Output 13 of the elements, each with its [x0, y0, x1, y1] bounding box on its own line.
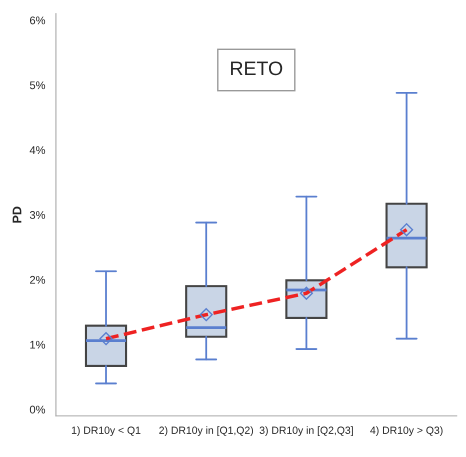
text: RETO [231, 61, 282, 76]
y-tick-label: 5% [30, 81, 46, 90]
x-tick-label: 3) DR10y in [Q2,Q3] [260, 426, 353, 436]
y-tick-label: 2% [30, 276, 46, 284]
x-tick-label: 2) DR10y in [Q1,Q2) [159, 426, 254, 436]
y-tick-label: 0% [30, 406, 46, 414]
x-tick-label: 1) DR10y < Q1 [72, 426, 140, 436]
y-tick-label: 3% [30, 211, 46, 219]
x-tick-label: 4) DR10y > Q3) [370, 426, 443, 436]
y-tick-label: 1% [30, 340, 46, 349]
y-tick-label: 6% [30, 16, 46, 24]
y-tick-label: 4% [30, 146, 46, 154]
y-axis-title: PD [12, 206, 22, 223]
